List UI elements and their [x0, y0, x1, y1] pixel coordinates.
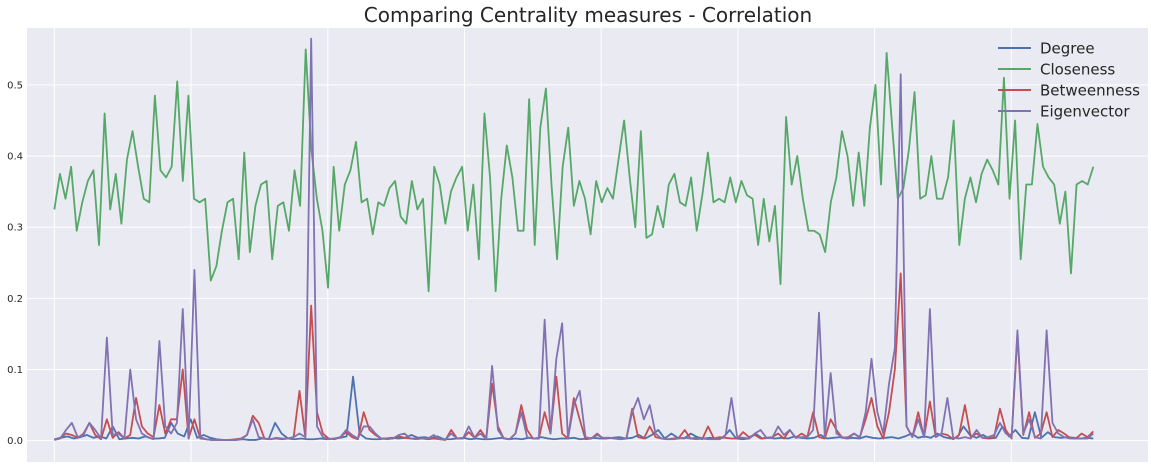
legend-label-betweenness: Betweenness — [1040, 82, 1140, 100]
legend-label-degree: Degree — [1040, 40, 1095, 58]
legend-label-eigenvector: Eigenvector — [1040, 103, 1130, 121]
y-tick-label-0: 0.0 — [7, 436, 23, 447]
chart-title: Comparing Centrality measures - Correlat… — [364, 3, 812, 27]
series-lines — [53, 37, 1095, 441]
y-axis-ticks: 0.0 0.1 0.2 0.3 0.4 0.5 — [7, 80, 23, 447]
legend: Degree Closeness Betweenness Eigenvector — [998, 40, 1140, 121]
y-tick-label-3: 0.3 — [7, 223, 23, 234]
legend-label-closeness: Closeness — [1040, 61, 1115, 79]
grid-lines — [27, 28, 1148, 462]
y-tick-label-1: 0.1 — [7, 365, 23, 376]
plot-area — [27, 28, 1148, 462]
y-tick-label-4: 0.4 — [7, 152, 23, 163]
y-tick-label-2: 0.2 — [7, 294, 23, 305]
series-line-eigenvector — [54, 37, 1094, 441]
y-tick-label-5: 0.5 — [7, 80, 23, 91]
series-line-closeness — [53, 48, 1095, 293]
